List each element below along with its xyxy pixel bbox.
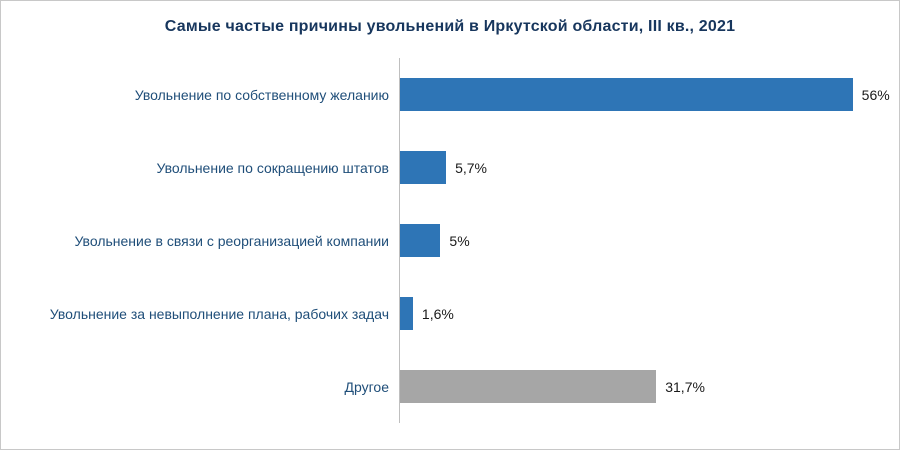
- value-label: 31,7%: [665, 378, 705, 395]
- value-label: 56%: [861, 86, 890, 103]
- chart-title: Самые частые причины увольнений в Иркутс…: [164, 18, 736, 35]
- bar-track: 56%: [399, 58, 890, 131]
- bar: [400, 78, 853, 111]
- category-label: Увольнение по собственному желанию: [134, 86, 389, 103]
- value-label: 1,6%: [421, 305, 454, 322]
- bar-track: 5%: [399, 204, 885, 277]
- bar-row: Увольнение за невыполнение плана, рабочи…: [1, 277, 885, 350]
- value-label: 5,7%: [455, 159, 487, 176]
- value-label: 5%: [449, 232, 470, 249]
- category-label: Увольнение в связи с реорганизацией комп…: [74, 232, 389, 249]
- bar: [400, 370, 657, 403]
- bar-row: Увольнение по собственному желанию 56%: [1, 58, 890, 131]
- bar: [400, 297, 413, 330]
- category-label: Увольнение по сокращению штатов: [156, 159, 389, 176]
- category-label: Другое: [344, 378, 389, 395]
- bar-track: 31,7%: [399, 350, 885, 423]
- bar: [400, 151, 447, 184]
- category-label: Увольнение за невыполнение плана, рабочи…: [49, 305, 389, 322]
- bar-row: Увольнение по сокращению штатов 5,7%: [1, 131, 885, 204]
- bar: [400, 224, 441, 257]
- bar-row: Увольнение в связи с реорганизацией комп…: [1, 204, 885, 277]
- bar-row: Другое 31,7%: [1, 350, 885, 423]
- bar-track: 5,7%: [399, 131, 885, 204]
- bar-track: 1,6%: [399, 277, 885, 350]
- plot-area: Увольнение по собственному желанию 56% Уво…: [1, 58, 899, 423]
